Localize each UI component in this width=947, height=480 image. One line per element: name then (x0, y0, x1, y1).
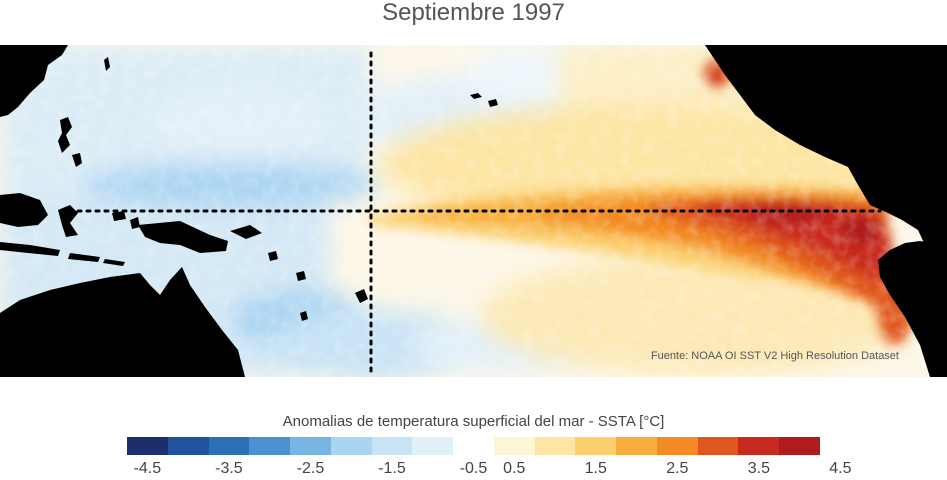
colorbar-swatch (738, 437, 780, 455)
land-masses (0, 45, 947, 377)
caribbean-islands (830, 97, 880, 109)
colorbar-swatch (330, 437, 372, 455)
colorbar-tick: -1.5 (378, 460, 406, 477)
colorbar-tick: 1.5 (584, 460, 607, 477)
colorbar-swatch (290, 437, 331, 455)
colorbar-swatch (249, 437, 291, 455)
sst-anomaly-map (0, 45, 947, 377)
colorbar-title: Anomalias de temperatura superficial del… (282, 413, 665, 430)
colorbar-tick: -0.5 (459, 460, 488, 477)
colorbar-swatch (167, 437, 209, 455)
south-america-landmass (878, 241, 947, 377)
map-title: Septiembre 1997 (382, 0, 565, 26)
colorbar-tick: -2.5 (296, 460, 325, 477)
colorbar-swatch (127, 437, 168, 455)
colorbar-tick: 2.5 (666, 460, 689, 477)
colorbar-swatch (616, 437, 657, 455)
colorbar-tick: -4.5 (133, 460, 162, 477)
colorbar-swatch (534, 437, 576, 455)
colorbar-tick: 0.5 (503, 460, 526, 477)
colorbar-swatch (656, 437, 698, 455)
colorbar-tick: 3.5 (747, 460, 770, 477)
colorbar-swatch (779, 437, 821, 455)
philippines-islands (58, 117, 72, 153)
americas-landmass (705, 45, 947, 255)
colorbar-swatch (412, 437, 454, 455)
colorbar (127, 437, 821, 455)
australia-landmass (0, 267, 245, 377)
colorbar-swatch (208, 437, 250, 455)
borneo-landmass (0, 193, 48, 227)
colorbar-tick: 4.5 (829, 460, 852, 477)
colorbar-swatch (371, 437, 413, 455)
colorbar-tick-labels: -4.5 -3.5 -2.5 -1.5 -0.5 0.5 1.5 2.5 3.5 4.5 (0, 460, 947, 480)
new-guinea-island (138, 221, 228, 253)
asia-landmass (0, 45, 68, 117)
sulawesi-island (58, 205, 78, 237)
map-canvas (0, 45, 947, 377)
colorbar-swatch (575, 437, 617, 455)
data-source-label: Fuente: NOAA OI SST V2 High Resolution D… (650, 350, 899, 362)
colorbar-swatch (697, 437, 739, 455)
colorbar-swatch (453, 437, 494, 455)
colorbar-swatch (493, 437, 535, 455)
colorbar-tick: -3.5 (215, 460, 243, 477)
